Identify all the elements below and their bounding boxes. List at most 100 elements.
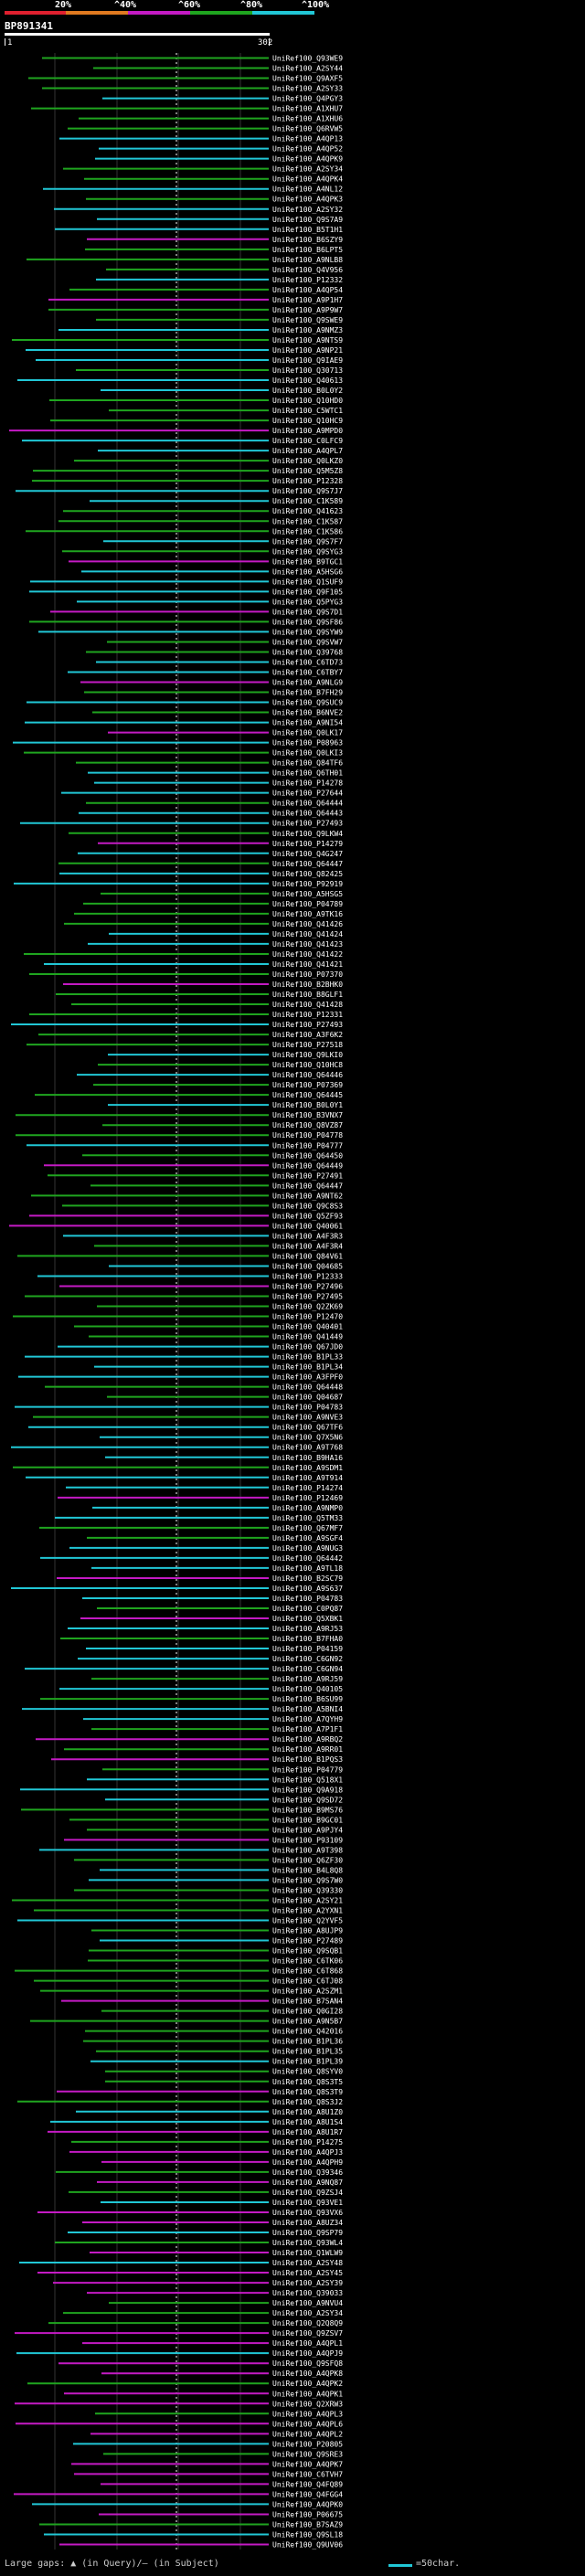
hit-label[interactable]: UniRef100_A2SY34: [272, 2309, 343, 2317]
hit-label[interactable]: UniRef100_B9MS76: [272, 1806, 343, 1814]
hit-label[interactable]: UniRef100_A9NP21: [272, 346, 343, 355]
hit-label[interactable]: UniRef100_Q64442: [272, 1554, 343, 1563]
hit-label[interactable]: UniRef100_C6T868: [272, 1967, 343, 1976]
hit-label[interactable]: UniRef100_B1PL34: [272, 1363, 343, 1372]
hit-label[interactable]: UniRef100_Q6RVW5: [272, 125, 343, 133]
hit-label[interactable]: UniRef100_C6TJ08: [272, 1977, 343, 1986]
hit-label[interactable]: UniRef100_C6TBY7: [272, 668, 343, 676]
hit-label[interactable]: UniRef100_A9TK16: [272, 910, 343, 918]
hit-label[interactable]: UniRef100_Q6ZF30: [272, 1856, 343, 1864]
hit-label[interactable]: UniRef100_B7FHA0: [272, 1635, 343, 1643]
hit-label[interactable]: UniRef100_P27493: [272, 1021, 343, 1029]
hit-label[interactable]: UniRef100_P14274: [272, 1484, 343, 1492]
hit-label[interactable]: UniRef100_B9GC01: [272, 1816, 343, 1824]
hit-label[interactable]: UniRef100_B7SAN4: [272, 1998, 343, 2006]
hit-label[interactable]: UniRef100_P12332: [272, 276, 343, 284]
hit-label[interactable]: UniRef100_Q9IAE9: [272, 356, 343, 365]
hit-label[interactable]: UniRef100_Q9A918: [272, 1786, 343, 1794]
hit-label[interactable]: UniRef100_P12469: [272, 1494, 343, 1502]
hit-label[interactable]: UniRef100_C1K586: [272, 527, 343, 535]
hit-label[interactable]: UniRef100_A4QPJ3: [272, 2148, 343, 2157]
hit-label[interactable]: UniRef100_Q64449: [272, 1161, 343, 1170]
hit-label[interactable]: UniRef100_A4QPK2: [272, 2380, 343, 2388]
hit-label[interactable]: UniRef100_C6GN94: [272, 1665, 343, 1673]
hit-label[interactable]: UniRef100_Q4FGG4: [272, 2490, 343, 2498]
hit-label[interactable]: UniRef100_B6LPT5: [272, 246, 343, 254]
hit-label[interactable]: UniRef100_Q5M5Z8: [272, 467, 343, 475]
hit-label[interactable]: UniRef100_A9TL18: [272, 1564, 343, 1573]
hit-label[interactable]: UniRef100_P04789: [272, 900, 343, 908]
hit-label[interactable]: UniRef100_B9TGC1: [272, 557, 343, 566]
hit-label[interactable]: UniRef100_Q4V956: [272, 266, 343, 274]
hit-label[interactable]: UniRef100_A4F3R3: [272, 1232, 343, 1240]
hit-label[interactable]: UniRef100_Q9SRE3: [272, 2450, 343, 2458]
hit-label[interactable]: UniRef100_C5WTC1: [272, 407, 343, 415]
hit-label[interactable]: UniRef100_Q9ZSJ4: [272, 2189, 343, 2197]
hit-label[interactable]: UniRef100_A9S637: [272, 1585, 343, 1593]
hit-label[interactable]: UniRef100_A9NUG3: [272, 1544, 343, 1553]
hit-label[interactable]: UniRef100_A2SZM1: [272, 1988, 343, 1996]
hit-label[interactable]: UniRef100_A4QPK3: [272, 196, 343, 204]
hit-label[interactable]: UniRef100_A3F6K2: [272, 1031, 343, 1039]
hit-label[interactable]: UniRef100_Q39346: [272, 2168, 343, 2177]
hit-label[interactable]: UniRef100_P27496: [272, 1282, 343, 1290]
hit-label[interactable]: UniRef100_Q41623: [272, 507, 343, 515]
hit-label[interactable]: UniRef100_Q7X5N6: [272, 1434, 343, 1442]
hit-label[interactable]: UniRef100_A2SY33: [272, 85, 343, 93]
hit-label[interactable]: UniRef100_A8U1R7: [272, 2128, 343, 2136]
hit-label[interactable]: UniRef100_B8GLF1: [272, 991, 343, 999]
hit-label[interactable]: UniRef100_Q5PYG3: [272, 598, 343, 606]
hit-label[interactable]: UniRef100_P04783: [272, 1404, 343, 1412]
hit-label[interactable]: UniRef100_Q5XBK1: [272, 1615, 343, 1623]
hit-label[interactable]: UniRef100_B2BHK0: [272, 981, 343, 989]
hit-label[interactable]: UniRef100_A4QPH9: [272, 2158, 343, 2167]
hit-label[interactable]: UniRef100_A9NQ87: [272, 2178, 343, 2187]
hit-label[interactable]: UniRef100_A4QPL1: [272, 2339, 343, 2348]
hit-label[interactable]: UniRef100_A2SY48: [272, 2259, 343, 2267]
hit-label[interactable]: UniRef100_P93109: [272, 1836, 343, 1844]
hit-label[interactable]: UniRef100_A9NLB8: [272, 256, 343, 264]
hit-label[interactable]: UniRef100_A4QPK7: [272, 2460, 343, 2468]
hit-label[interactable]: UniRef100_A1XHU6: [272, 115, 343, 123]
hit-label[interactable]: UniRef100_P27495: [272, 1292, 343, 1300]
hit-label[interactable]: UniRef100_Q04685: [272, 1262, 343, 1270]
hit-label[interactable]: UniRef100_A3FPF0: [272, 1373, 343, 1382]
hit-label[interactable]: UniRef100_Q10HC9: [272, 417, 343, 425]
hit-label[interactable]: UniRef100_Q1WLW9: [272, 2249, 343, 2257]
hit-label[interactable]: UniRef100_Q82425: [272, 870, 343, 878]
hit-label[interactable]: UniRef100_P27518: [272, 1041, 343, 1049]
hit-label[interactable]: UniRef100_Q84TF6: [272, 759, 343, 768]
hit-label[interactable]: UniRef100_C6TVH7: [272, 2470, 343, 2478]
hit-label[interactable]: UniRef100_A9NMP0: [272, 1504, 343, 1512]
hit-label[interactable]: UniRef100_Q9SUC9: [272, 699, 343, 707]
hit-label[interactable]: UniRef100_Q9ZSV7: [272, 2329, 343, 2337]
hit-label[interactable]: UniRef100_Q64445: [272, 1091, 343, 1099]
hit-label[interactable]: UniRef100_Q9S7F7: [272, 537, 343, 546]
hit-label[interactable]: UniRef100_Q93WL4: [272, 2239, 343, 2247]
hit-label[interactable]: UniRef100_A9T768: [272, 1444, 343, 1452]
hit-label[interactable]: UniRef100_Q6TH01: [272, 769, 343, 778]
hit-label[interactable]: UniRef100_A4QP13: [272, 135, 343, 143]
hit-label[interactable]: UniRef100_A9MPD0: [272, 427, 343, 435]
hit-label[interactable]: UniRef100_B1PL33: [272, 1353, 343, 1362]
hit-label[interactable]: UniRef100_Q9S7D1: [272, 608, 343, 616]
hit-label[interactable]: UniRef100_Q8S3T5: [272, 2078, 343, 2086]
hit-label[interactable]: UniRef100_Q40061: [272, 1222, 343, 1230]
hit-label[interactable]: UniRef100_Q67MF7: [272, 1524, 343, 1532]
hit-label[interactable]: UniRef100_C0PQ87: [272, 1605, 343, 1613]
hit-label[interactable]: UniRef100_Q10HD0: [272, 397, 343, 405]
hit-label[interactable]: UniRef100_Q41449: [272, 1333, 343, 1341]
hit-label[interactable]: UniRef100_B1PL36: [272, 2038, 343, 2046]
hit-label[interactable]: UniRef100_Q9LKW4: [272, 830, 343, 838]
hit-label[interactable]: UniRef100_Q40401: [272, 1323, 343, 1331]
hit-label[interactable]: UniRef100_C1K589: [272, 497, 343, 505]
hit-label[interactable]: UniRef100_Q41428: [272, 1001, 343, 1009]
hit-label[interactable]: UniRef100_Q5TM33: [272, 1514, 343, 1522]
hit-label[interactable]: UniRef100_Q64447: [272, 860, 343, 868]
hit-label[interactable]: UniRef100_Q9SFQ8: [272, 2359, 343, 2368]
hit-label[interactable]: UniRef100_A4QPK4: [272, 175, 343, 184]
hit-label[interactable]: UniRef100_A9NLG9: [272, 679, 343, 687]
hit-label[interactable]: UniRef100_A2SY45: [272, 2269, 343, 2277]
hit-label[interactable]: UniRef100_Q64443: [272, 810, 343, 818]
hit-label[interactable]: UniRef100_P92919: [272, 880, 343, 888]
